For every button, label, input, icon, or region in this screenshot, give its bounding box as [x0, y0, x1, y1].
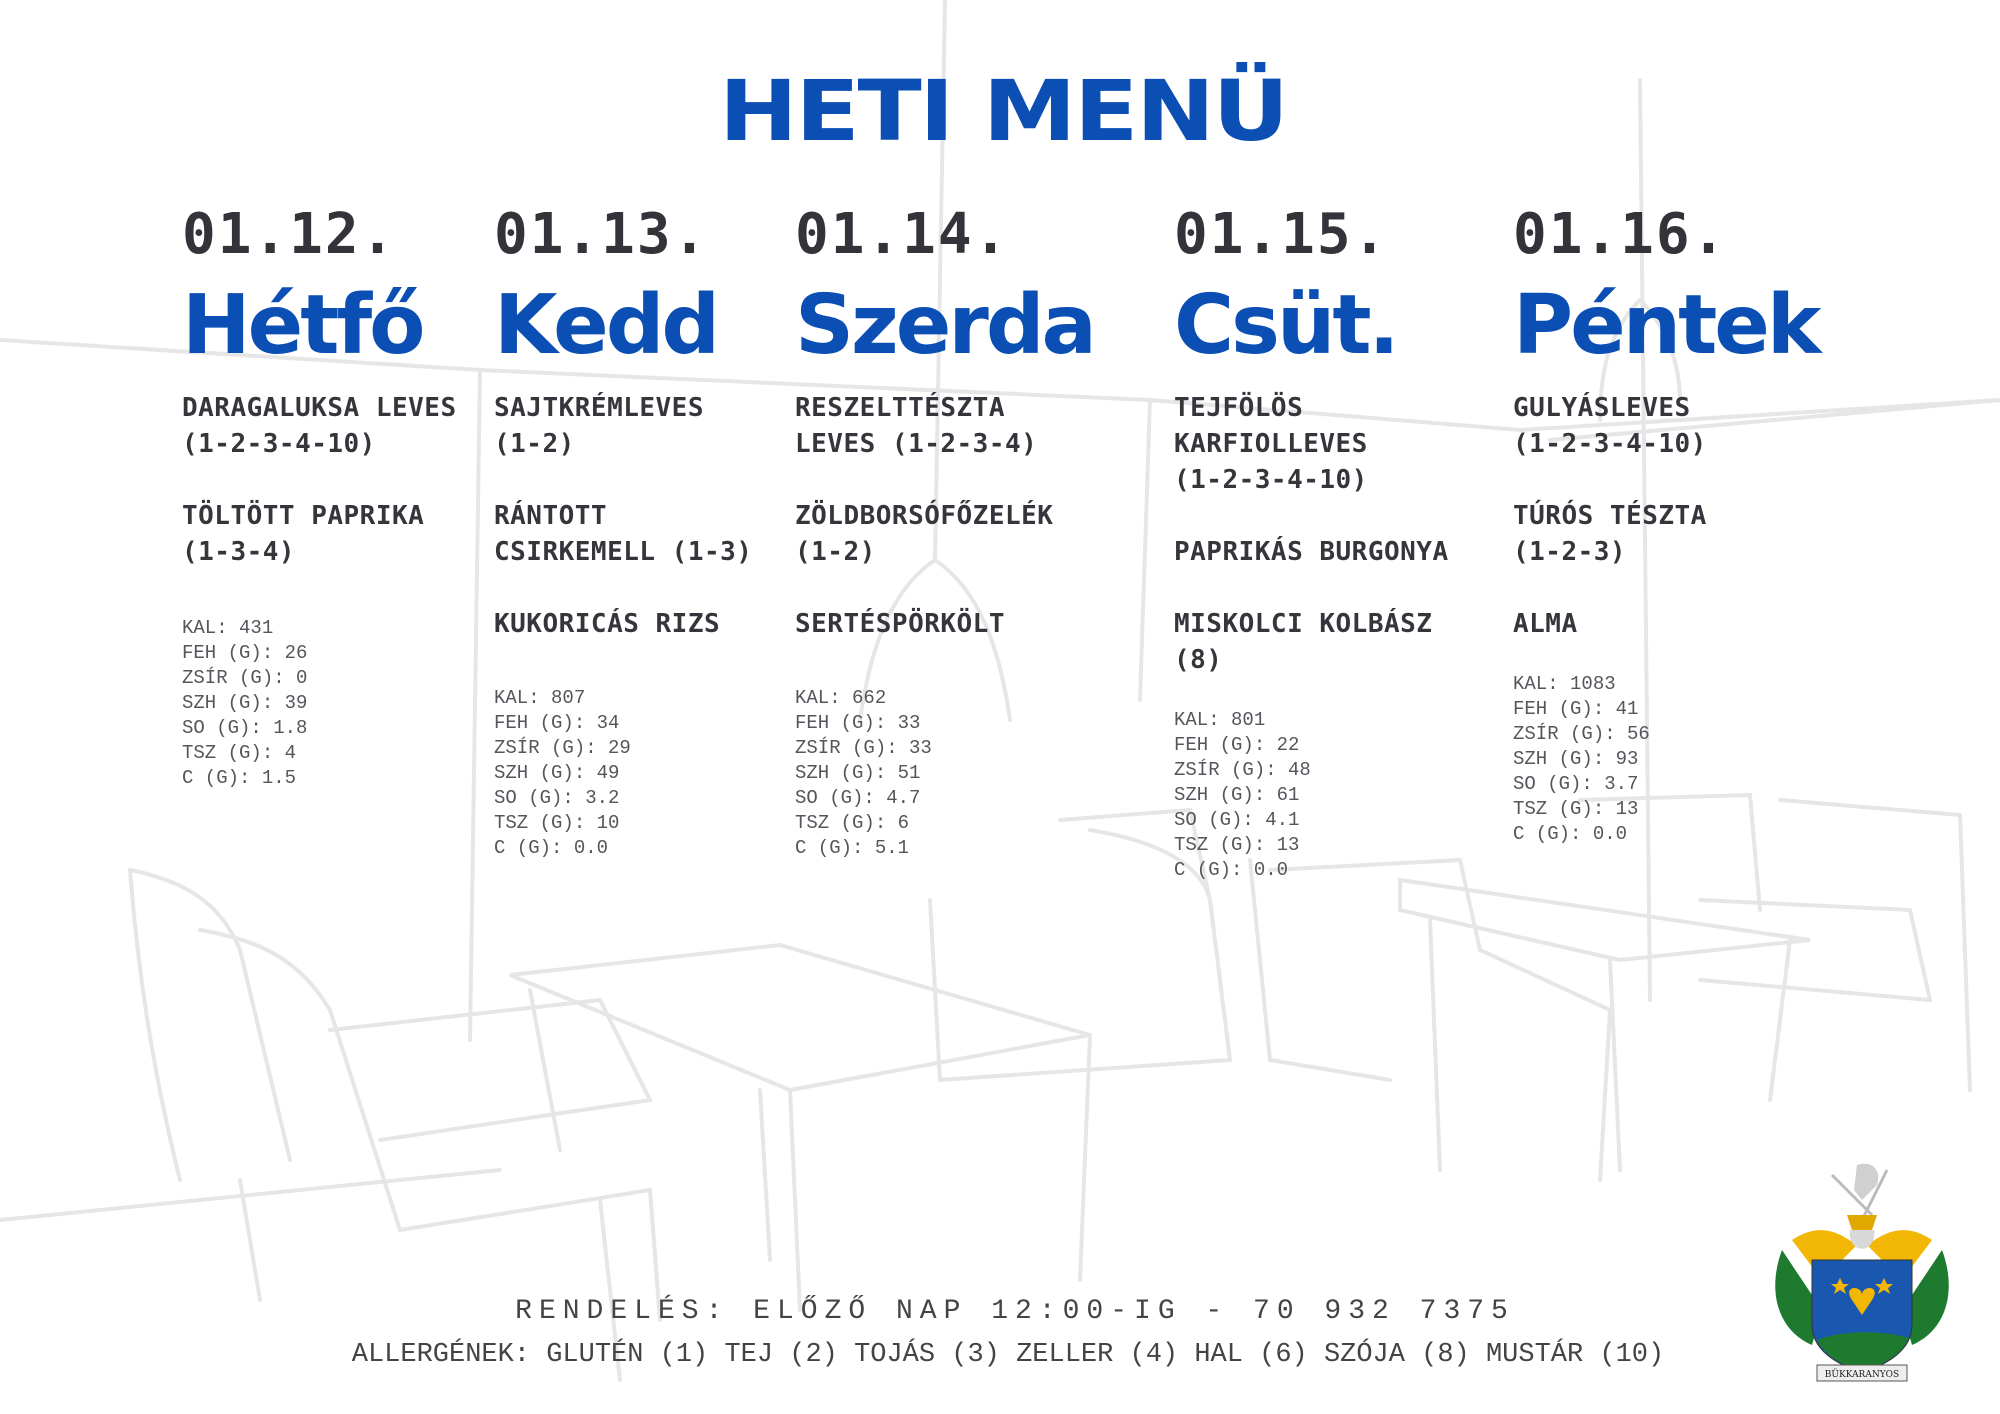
nutrition-line: SZH (G): 51: [795, 762, 921, 784]
nutrition-line: FEH (G): 26: [182, 642, 308, 664]
nutrition-line: C (G): 5.1: [795, 837, 910, 859]
nutrition-line: ZSÍR (G): 29: [494, 737, 631, 759]
coat-of-arms-logo: BÜKKARANYOS: [1775, 1163, 1949, 1382]
dish-list: TEJFÖLÖS KARFIOLLEVES (1-2-3-4-10) PAPRIK…: [1174, 390, 1574, 714]
dish-list: GULYÁSLEVES (1-2-3-4-10) TÚRÓS TÉSZTA (1-…: [1513, 390, 1913, 678]
dish-item: PAPRIKÁS BURGONYA: [1174, 537, 1449, 567]
nutrition-line: SZH (G): 39: [182, 692, 308, 714]
nutrition-line: KAL: 431: [182, 617, 274, 639]
nutrition-facts: KAL: 801 FEH (G): 22 ZSÍR (G): 48 SZH (G): …: [1174, 708, 1311, 883]
nutrition-line: SZH (G): 93: [1513, 748, 1639, 770]
day-name: Szerda: [795, 278, 1097, 373]
dish-item: DARAGALUKSA LEVES (1-2-3-4-10): [182, 393, 457, 459]
nutrition-line: FEH (G): 41: [1513, 698, 1639, 720]
dish-list: DARAGALUKSA LEVES (1-2-3-4-10) TÖLTÖTT PA…: [182, 390, 582, 606]
day-date: 01.15.: [1174, 202, 1389, 267]
dish-item: ALMA: [1513, 609, 1578, 639]
day-name: Csüt.: [1174, 278, 1400, 373]
nutrition-line: TSZ (G): 13: [1174, 834, 1300, 856]
nutrition-line: C (G): 0.0: [1174, 859, 1289, 881]
nutrition-line: TSZ (G): 4: [182, 742, 297, 764]
day-date: 01.14.: [795, 202, 1010, 267]
dish-item: RESZELTTÉSZTA LEVES (1-2-3-4): [795, 393, 1038, 459]
nutrition-line: SZH (G): 49: [494, 762, 620, 784]
nutrition-line: C (G): 0.0: [1513, 823, 1628, 845]
nutrition-facts: KAL: 662 FEH (G): 33 ZSÍR (G): 33 SZH (G): …: [795, 686, 932, 861]
dish-item: SERTÉSPÖRKÖLT: [795, 609, 1005, 639]
dish-item: TÚRÓS TÉSZTA (1-2-3): [1513, 501, 1707, 567]
nutrition-line: KAL: 1083: [1513, 673, 1616, 695]
nutrition-line: ZSÍR (G): 56: [1513, 723, 1650, 745]
day-column: 01.14. Szerda RESZELTTÉSZTA LEVES (1-2-3-4…: [795, 200, 1097, 859]
day-name: Péntek: [1513, 278, 1821, 373]
day-date: 01.16.: [1513, 202, 1728, 267]
day-column: 01.13. Kedd SAJTKRÉMLEVES (1-2) RÁNTOTT CSI…: [494, 200, 752, 859]
nutrition-line: TSZ (G): 6: [795, 812, 910, 834]
dish-list: SAJTKRÉMLEVES (1-2) RÁNTOTT CSIRKEMELL (1…: [494, 390, 894, 678]
allergen-legend: ALLERGÉNEK: GLUTÉN (1) TEJ (2) TOJÁS (3)…: [351, 1340, 1665, 1370]
page-title: HETI MENÜ: [718, 62, 1289, 160]
nutrition-facts: KAL: 1083 FEH (G): 41 ZSÍR (G): 56 SZH (G):…: [1513, 672, 1650, 847]
day-column: 01.15. Csüt. TEJFÖLÖS KARFIOLLEVES (1-2-3-…: [1174, 200, 1448, 881]
nutrition-line: ZSÍR (G): 33: [795, 737, 932, 759]
nutrition-line: C (G): 1.5: [182, 767, 297, 789]
day-date: 01.13.: [494, 202, 709, 267]
nutrition-line: SO (G): 3.2: [494, 787, 620, 809]
nutrition-line: ZSÍR (G): 0: [182, 667, 308, 689]
dish-item: TEJFÖLÖS KARFIOLLEVES (1-2-3-4-10): [1174, 393, 1368, 495]
nutrition-line: SO (G): 1.8: [182, 717, 308, 739]
nutrition-line: SO (G): 4.1: [1174, 809, 1300, 831]
nutrition-facts: KAL: 431 FEH (G): 26 ZSÍR (G): 0 SZH (G): 3…: [182, 616, 307, 791]
day-name: Hétfő: [182, 278, 425, 373]
nutrition-line: KAL: 662: [795, 687, 887, 709]
dish-item: ZÖLDBORSÓFŐZELÉK (1-2): [795, 501, 1054, 567]
dish-item: KUKORICÁS RIZS: [494, 609, 721, 639]
nutrition-line: FEH (G): 33: [795, 712, 921, 734]
logo-text: BÜKKARANYOS: [1825, 1368, 1899, 1380]
dish-item: TÖLTÖTT PAPRIKA (1-3-4): [182, 501, 425, 567]
nutrition-line: TSZ (G): 10: [494, 812, 620, 834]
day-date: 01.12.: [182, 202, 397, 267]
nutrition-line: SO (G): 3.7: [1513, 773, 1639, 795]
dish-list: RESZELTTÉSZTA LEVES (1-2-3-4) ZÖLDBORSÓFŐ…: [795, 390, 1195, 678]
nutrition-line: KAL: 801: [1174, 709, 1266, 731]
nutrition-line: FEH (G): 22: [1174, 734, 1300, 756]
day-column: 01.12. Hétfő DARAGALUKSA LEVES (1-2-3-4-10…: [182, 200, 456, 789]
dish-item: RÁNTOTT CSIRKEMELL (1-3): [494, 501, 753, 567]
nutrition-line: SO (G): 4.7: [795, 787, 921, 809]
dish-item: GULYÁSLEVES (1-2-3-4-10): [1513, 393, 1707, 459]
order-info: RENDELÉS: ELŐZŐ NAP 12:00-IG - 70 932 73…: [515, 1296, 1515, 1327]
day-column: 01.16. Péntek GULYÁSLEVES (1-2-3-4-10) TÚRÓ…: [1513, 200, 1821, 845]
dish-item: MISKOLCI KOLBÁSZ (8): [1174, 609, 1433, 675]
nutrition-facts: KAL: 807 FEH (G): 34 ZSÍR (G): 29 SZH (G): …: [494, 686, 631, 861]
nutrition-line: FEH (G): 34: [494, 712, 620, 734]
dish-item: SAJTKRÉMLEVES (1-2): [494, 393, 704, 459]
day-name: Kedd: [494, 278, 720, 373]
nutrition-line: C (G): 0.0: [494, 837, 609, 859]
nutrition-line: ZSÍR (G): 48: [1174, 759, 1311, 781]
nutrition-line: KAL: 807: [494, 687, 586, 709]
nutrition-line: SZH (G): 61: [1174, 784, 1300, 806]
nutrition-line: TSZ (G): 13: [1513, 798, 1639, 820]
